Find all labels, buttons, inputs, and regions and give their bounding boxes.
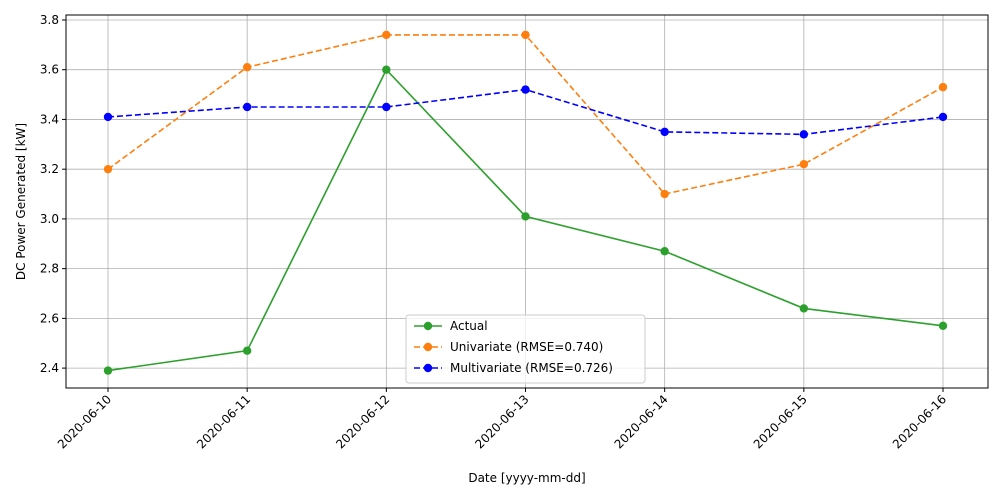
y-axis-label: DC Power Generated [kW] xyxy=(14,123,28,280)
legend-marker xyxy=(423,321,433,331)
series-3 xyxy=(103,85,948,139)
x-axis-label: Date [yyyy-mm-dd] xyxy=(468,471,585,485)
series-layer xyxy=(103,30,948,375)
data-point xyxy=(521,85,530,94)
data-point xyxy=(799,304,809,313)
x-tick-label: 2020-06-14 xyxy=(612,392,671,451)
data-point xyxy=(103,112,113,122)
y-tick-label: 3.4 xyxy=(40,112,59,126)
y-tick-label: 3.2 xyxy=(40,162,59,176)
data-point xyxy=(799,130,809,139)
grid-lines xyxy=(66,15,988,388)
plot-frame xyxy=(65,14,989,389)
data-point xyxy=(382,65,391,74)
data-point xyxy=(660,189,669,199)
series-1 xyxy=(103,65,948,375)
y-tick-label: 2.6 xyxy=(40,311,59,325)
axis-ticks: 2020-06-10 2020-06-11 2020-06-12 2020-06-13… xyxy=(40,13,949,451)
y-tick-label: 3.8 xyxy=(40,13,59,27)
data-point xyxy=(242,102,252,112)
data-point xyxy=(938,321,948,331)
legend-box xyxy=(405,314,646,384)
data-point xyxy=(382,30,391,40)
data-point xyxy=(382,102,391,112)
y-tick-label: 2.4 xyxy=(40,361,59,375)
data-point xyxy=(938,82,948,92)
x-tick-label: 2020-06-15 xyxy=(751,392,810,451)
y-tick-label: 3.0 xyxy=(40,212,59,226)
legend: Actual Univariate (RMSE=0.740) Multivariat… xyxy=(405,314,646,384)
y-tick-label: 3.6 xyxy=(40,63,59,77)
legend-label: Univariate (RMSE=0.740) xyxy=(450,340,603,354)
legend-label: Multivariate (RMSE=0.726) xyxy=(450,361,613,375)
legend-marker xyxy=(423,342,433,352)
data-point xyxy=(799,160,809,169)
y-tick-label: 2.8 xyxy=(40,262,59,276)
data-point xyxy=(103,366,113,375)
data-point xyxy=(242,346,252,355)
data-point xyxy=(660,127,669,137)
data-point xyxy=(938,112,948,122)
legend-marker xyxy=(423,363,433,373)
x-tick-label: 2020-06-12 xyxy=(333,392,392,451)
data-point xyxy=(103,164,113,174)
data-point xyxy=(242,63,252,72)
x-tick-label: 2020-06-11 xyxy=(194,392,253,451)
x-tick-label: 2020-06-13 xyxy=(472,392,531,451)
x-tick-label: 2020-06-16 xyxy=(890,392,949,451)
data-point xyxy=(660,247,669,256)
data-point xyxy=(521,212,530,221)
legend-label: Actual xyxy=(450,319,488,333)
series-2 xyxy=(103,30,948,199)
x-tick-label: 2020-06-10 xyxy=(55,392,114,451)
data-point xyxy=(521,30,530,40)
